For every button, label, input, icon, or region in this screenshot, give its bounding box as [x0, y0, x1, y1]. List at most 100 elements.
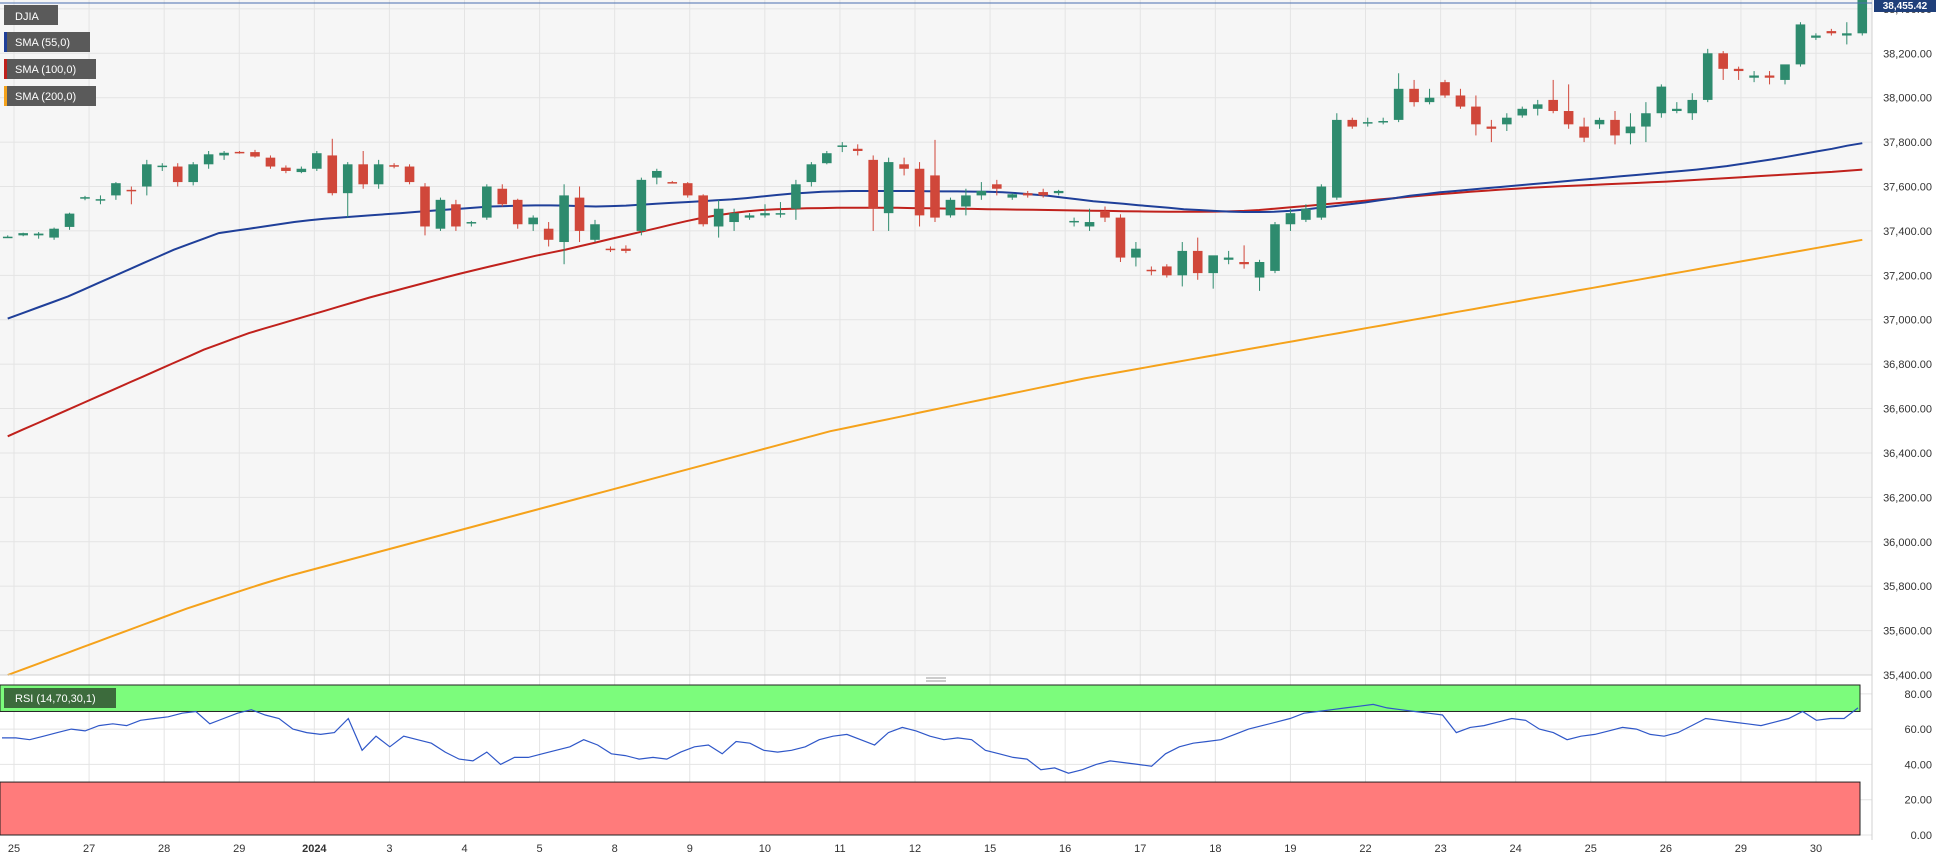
rsi-oversold-zone: [0, 781, 1861, 836]
candle-body: [1115, 217, 1126, 258]
price-tick-label: 37,200.00: [1883, 270, 1932, 282]
candle-body: [760, 213, 770, 216]
price-tick-label: 37,000.00: [1883, 315, 1932, 327]
x-tick-label: 27: [83, 843, 95, 855]
candle-body: [1517, 108, 1528, 116]
candle-body: [281, 167, 291, 171]
candle-body: [512, 199, 523, 225]
x-tick-label: 11: [834, 843, 845, 855]
legend-sma55[interactable]: SMA (55,0): [4, 32, 90, 52]
x-tick-label: 26: [1660, 843, 1672, 855]
candle-body: [1007, 194, 1018, 198]
candle: [80, 195, 90, 201]
legend-sma100-label: SMA (100,0): [15, 64, 76, 76]
candle-body: [543, 228, 554, 240]
candle: [95, 195, 106, 205]
candle: [1192, 237, 1203, 280]
candle: [1393, 73, 1404, 123]
candle: [806, 162, 817, 187]
candle: [1223, 250, 1234, 265]
candle-body: [250, 152, 260, 157]
candle-body: [296, 168, 307, 173]
panel-resize-handle[interactable]: [926, 677, 946, 682]
candle-body: [1254, 262, 1265, 278]
candle: [312, 150, 322, 171]
candle: [342, 162, 353, 218]
candle: [219, 150, 229, 160]
candle-body: [435, 199, 446, 229]
legend-rsi[interactable]: RSI (14,70,30,1): [4, 688, 116, 708]
candle: [1022, 190, 1033, 198]
candle: [64, 212, 75, 230]
legend-sma55-label: SMA (55,0): [15, 37, 70, 49]
candle: [49, 227, 59, 240]
candle: [281, 165, 291, 174]
candle-body: [33, 233, 44, 236]
candle-body: [1610, 119, 1620, 136]
candle: [111, 182, 121, 200]
candle: [775, 202, 786, 218]
candles: [2, 0, 1868, 291]
candle: [1301, 204, 1311, 223]
candle: [713, 199, 724, 238]
candle: [420, 183, 430, 236]
candle-body: [1440, 82, 1450, 96]
candle-body: [1378, 121, 1388, 123]
candle-body: [883, 162, 894, 214]
candle-body: [95, 199, 106, 201]
candle: [1594, 117, 1605, 129]
price-panel-background: [0, 0, 1872, 675]
candle-body: [203, 154, 214, 165]
candle: [1687, 93, 1698, 120]
candle-body: [1393, 88, 1404, 120]
candle-body: [667, 182, 678, 184]
candle: [203, 150, 214, 169]
candle: [992, 179, 1002, 196]
candle-body: [1362, 122, 1373, 124]
price-tick-label: 35,600.00: [1883, 626, 1932, 638]
candle-body: [1409, 88, 1419, 103]
legend-sma200[interactable]: SMA (200,0): [4, 86, 96, 106]
candle-body: [1100, 210, 1110, 218]
candle: [1378, 117, 1388, 125]
candle: [1857, 0, 1868, 36]
candle-body: [1502, 117, 1512, 125]
candle-body: [482, 186, 492, 218]
x-tick-label: 3: [386, 843, 392, 855]
candle-body: [1579, 126, 1589, 138]
candle-body: [466, 222, 477, 224]
legend-sma100[interactable]: SMA (100,0): [4, 59, 96, 79]
x-tick-label: 19: [1284, 843, 1296, 855]
candle: [729, 208, 739, 231]
candle: [667, 180, 678, 184]
candle-body: [1069, 220, 1079, 223]
candle-body: [1301, 208, 1311, 220]
candle-body: [1486, 126, 1497, 129]
rsi-zones: [0, 684, 1861, 836]
candle-body: [1826, 31, 1837, 34]
x-tick-label: 9: [687, 843, 693, 855]
candle: [2, 235, 13, 239]
candle-body: [1347, 119, 1358, 127]
candle-body: [1749, 75, 1759, 78]
candle-body: [945, 199, 956, 216]
candle: [1641, 102, 1651, 143]
x-tick-label: 17: [1134, 843, 1146, 855]
candle: [1563, 84, 1574, 129]
candle-body: [1084, 222, 1095, 227]
candle: [1208, 255, 1218, 289]
legend-rsi-label: RSI (14,70,30,1): [15, 693, 96, 705]
candle-body: [188, 164, 198, 183]
candle: [574, 186, 585, 243]
candle-body: [868, 159, 878, 209]
candle-body: [111, 183, 121, 196]
legend-djia[interactable]: DJIA: [4, 5, 58, 25]
price-tick-label: 36,000.00: [1883, 537, 1932, 549]
candle-body: [791, 184, 801, 209]
candle: [1764, 71, 1775, 85]
candle: [636, 177, 647, 236]
candle: [1733, 66, 1744, 80]
candle: [914, 162, 925, 227]
